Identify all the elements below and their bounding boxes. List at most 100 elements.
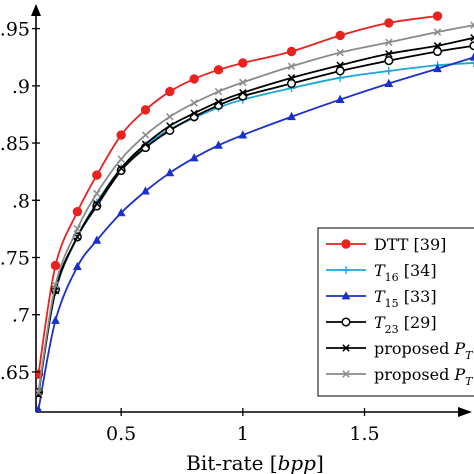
data-point <box>336 48 344 57</box>
data-point <box>214 87 223 96</box>
data-point <box>190 109 198 118</box>
series-layer <box>36 11 474 412</box>
data-point <box>51 315 60 324</box>
data-point <box>469 41 474 51</box>
data-point <box>432 46 443 57</box>
data-point <box>286 46 297 57</box>
data-point <box>36 404 43 412</box>
data-point <box>433 28 442 36</box>
data-point <box>73 225 82 233</box>
data-point <box>384 66 393 75</box>
data-point <box>470 21 474 29</box>
y-tick-label: .9 <box>12 76 30 98</box>
data-point <box>165 168 175 177</box>
legend-label: T16 [34] <box>374 261 437 284</box>
data-point <box>384 78 394 87</box>
data-point <box>214 98 223 106</box>
data-point <box>190 99 198 107</box>
data-point <box>385 38 393 47</box>
legend-swatch-marker <box>342 370 350 378</box>
data-point <box>214 140 223 149</box>
data-point <box>239 78 247 87</box>
data-point <box>384 18 394 28</box>
data-point <box>238 130 248 139</box>
legend-entry: DTT [39] <box>326 235 446 254</box>
x-tick-label: 1.5 <box>349 423 379 445</box>
data-point <box>335 94 345 103</box>
legend-entry: T15 [33] <box>326 287 437 310</box>
data-point <box>117 164 125 172</box>
series-1 <box>36 11 443 379</box>
legend-swatch-marker <box>341 291 351 300</box>
data-point <box>189 74 199 84</box>
legend-entry: proposed PT <box>326 339 474 362</box>
y-tick-label: .65 <box>0 362 30 384</box>
data-point <box>385 50 393 58</box>
data-point <box>36 391 43 399</box>
data-point <box>286 78 297 89</box>
data-point <box>72 261 82 271</box>
data-point <box>72 207 83 217</box>
data-point <box>432 11 443 21</box>
data-point <box>470 34 474 42</box>
data-point <box>287 111 296 121</box>
data-point <box>141 140 150 148</box>
data-point <box>166 122 174 130</box>
x-tick-label: 1 <box>237 423 249 445</box>
data-point <box>50 260 61 271</box>
y-tick-label: .85 <box>0 133 30 155</box>
x-axis-arrow <box>458 407 472 417</box>
data-point <box>213 65 224 75</box>
legend-swatch-marker <box>342 266 350 274</box>
data-point <box>335 66 345 76</box>
data-point <box>433 42 442 50</box>
legend: DTT [39] T16 [34] T15 [33] T23 [29] proposed… <box>317 227 474 397</box>
data-point <box>433 63 442 73</box>
data-point <box>92 235 102 244</box>
data-point <box>239 88 247 97</box>
x-tick-label: 0.5 <box>106 423 136 445</box>
data-point <box>116 165 126 176</box>
data-point <box>36 388 43 397</box>
data-point <box>166 113 174 121</box>
data-point <box>141 131 150 139</box>
legend-swatch-marker <box>341 239 351 249</box>
data-point <box>116 130 126 140</box>
y-tick-label: .95 <box>0 19 30 41</box>
legend-label: DTT [39] <box>374 235 446 254</box>
y-tick-label: .75 <box>0 248 30 270</box>
y-tick-label: .8 <box>12 190 30 212</box>
axes <box>31 4 472 417</box>
series-3 <box>36 52 474 412</box>
data-point <box>287 62 296 71</box>
ticks-layer: .65 .7 .75 .8 .85 .9 .95 0.5 1 1.5 <box>0 19 380 445</box>
legend-swatch-marker <box>342 344 350 352</box>
data-point <box>116 208 126 217</box>
data-point <box>51 281 60 289</box>
y-axis-arrow <box>31 4 41 16</box>
legend-entry: T16 [34] <box>326 261 437 284</box>
legend-entry: proposed PT <box>326 365 474 388</box>
data-point <box>93 189 101 198</box>
legend-label: proposed PT <box>374 339 474 362</box>
data-point <box>189 153 199 162</box>
series-5 <box>36 34 474 399</box>
data-point <box>336 61 344 69</box>
legend-swatch-marker <box>341 317 351 327</box>
data-point <box>287 74 296 82</box>
data-point <box>469 52 474 61</box>
legend-label: proposed PT <box>374 365 474 388</box>
data-point <box>238 58 248 68</box>
legend-box <box>317 227 474 397</box>
legend-label: T15 [33] <box>374 287 437 310</box>
data-point <box>140 105 151 115</box>
data-point <box>117 155 125 163</box>
data-point <box>141 186 150 195</box>
data-point <box>384 56 394 66</box>
y-tick-label: .7 <box>12 305 30 327</box>
x-axis-label: Bit-rate [bpp] <box>186 451 324 474</box>
data-point <box>165 86 175 97</box>
legend-entry: T23 [29] <box>326 313 437 336</box>
data-point <box>335 30 345 41</box>
